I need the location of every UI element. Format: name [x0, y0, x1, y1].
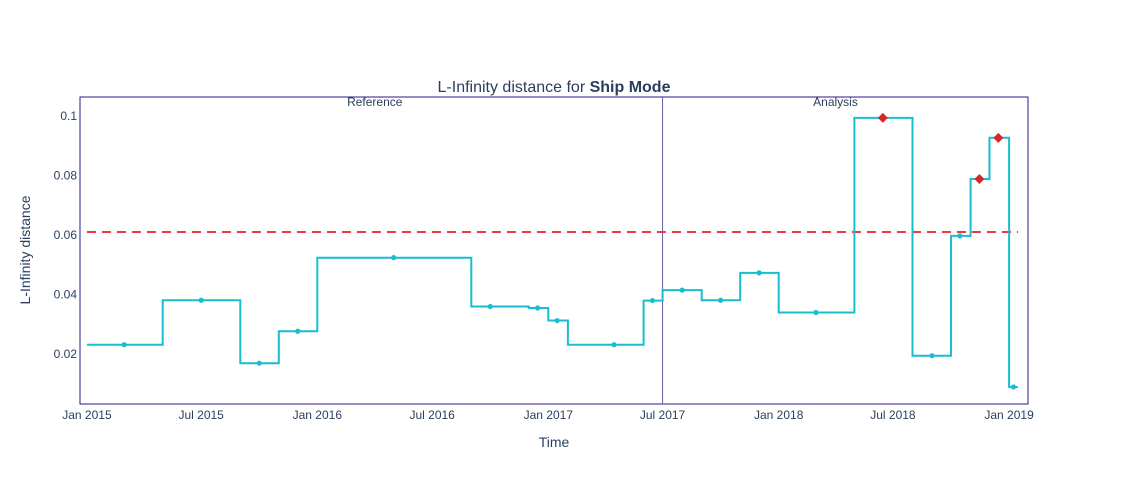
alert-marker — [993, 132, 1004, 143]
data-point — [554, 317, 560, 324]
chart-title-text: L-Infinity distance for — [438, 79, 590, 96]
chart-title-bold: Ship Mode — [590, 79, 671, 96]
plot-area-frame — [79, 96, 1029, 405]
data-point — [198, 297, 204, 303]
y-tick-label: 0.08 — [54, 168, 78, 182]
series-group — [86, 116, 1018, 388]
x-tick-label: Jul 2017 — [640, 408, 686, 422]
data-point — [391, 255, 397, 261]
x-axis-ticks: Jan 2015 Jul 2015 Jan 2016 Jul 2016 Jan 2017… — [62, 408, 1034, 422]
data-point — [756, 270, 762, 276]
data-point — [718, 297, 724, 303]
chart-title: L-Infinity distance for Ship Mode — [438, 79, 671, 96]
alert-marker — [877, 112, 888, 123]
x-tick-label: Jul 2018 — [870, 408, 916, 422]
x-tick-label: Jan 2015 — [62, 408, 112, 422]
data-point — [679, 287, 685, 293]
data-point — [813, 309, 819, 316]
x-tick-label: Jul 2016 — [409, 408, 455, 422]
y-tick-label: 0.02 — [54, 347, 78, 361]
data-point — [487, 303, 493, 310]
region-label-reference: Reference — [347, 95, 403, 109]
y-tick-label: 0.06 — [54, 228, 78, 242]
data-point — [295, 328, 301, 334]
data-point — [121, 342, 127, 348]
y-axis-ticks: 0.02 0.04 0.06 0.08 0.1 — [54, 109, 78, 361]
marker-group — [121, 112, 1017, 390]
data-point — [957, 233, 963, 239]
series-line — [86, 116, 1018, 388]
data-point — [256, 360, 262, 366]
x-tick-label: Jan 2018 — [754, 408, 804, 422]
y-tick-label: 0.1 — [60, 109, 77, 123]
x-tick-label: Jul 2015 — [178, 408, 224, 422]
data-point — [534, 305, 541, 311]
data-point — [929, 353, 935, 359]
x-tick-label: Jan 2017 — [524, 408, 574, 422]
x-tick-label: Jan 2016 — [293, 408, 343, 422]
region-label-analysis: Analysis — [813, 95, 858, 109]
data-point — [649, 297, 656, 304]
region-labels: Reference Analysis — [347, 95, 858, 109]
data-point — [1010, 384, 1017, 390]
x-axis-title: Time — [539, 434, 570, 450]
x-tick-label: Jan 2019 — [984, 408, 1034, 422]
y-tick-label: 0.04 — [54, 288, 78, 302]
alert-marker — [974, 173, 985, 184]
data-point — [611, 342, 617, 348]
y-axis-title: L-Infinity distance — [17, 195, 33, 304]
